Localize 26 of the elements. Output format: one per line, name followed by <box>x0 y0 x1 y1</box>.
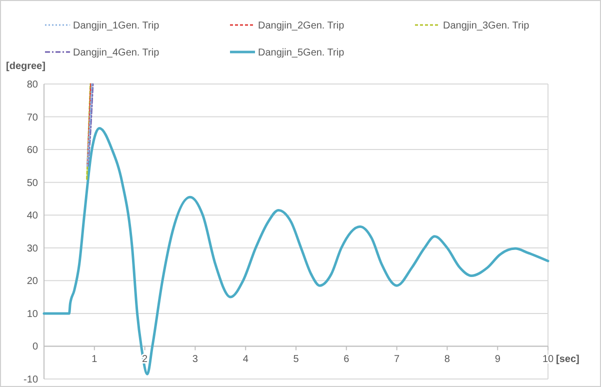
x-tick-label: 1 <box>92 354 98 366</box>
x-tick-label: 8 <box>444 354 450 366</box>
y-axis-title: [degree] <box>6 61 46 72</box>
y-tick-label: 50 <box>26 178 38 189</box>
y-tick-label: 30 <box>26 243 38 254</box>
y-tick-label: -10 <box>24 374 38 386</box>
x-axis-title: [sec] <box>556 354 580 366</box>
y-tick-label: 80 <box>26 80 38 90</box>
x-tick-label: 3 <box>192 354 198 366</box>
legend-label: Dangjin_2Gen. Trip <box>258 20 345 32</box>
x-tick-label: 9 <box>494 354 501 366</box>
y-tick-label: 10 <box>26 308 38 320</box>
x-tick-label: 10 <box>542 354 554 366</box>
legend-label: Dangjin_3Gen. Trip <box>443 20 530 32</box>
x-tick-label: 6 <box>344 354 350 366</box>
legend-label: Dangjin_5Gen. Trip <box>258 48 345 58</box>
legend-label: Dangjin_1Gen. Trip <box>73 20 160 32</box>
y-tick-label: 60 <box>26 145 38 156</box>
y-tick-label: 0 <box>32 342 38 353</box>
x-tick-label: 7 <box>394 354 400 366</box>
legend-label: Dangjin_4Gen. Trip <box>73 48 160 58</box>
y-tick-label: 70 <box>26 112 38 124</box>
x-tick-label: 5 <box>293 354 300 366</box>
y-tick-label: 40 <box>26 210 38 222</box>
y-tick-label: 20 <box>26 276 38 288</box>
x-tick-label: 4 <box>242 354 249 366</box>
